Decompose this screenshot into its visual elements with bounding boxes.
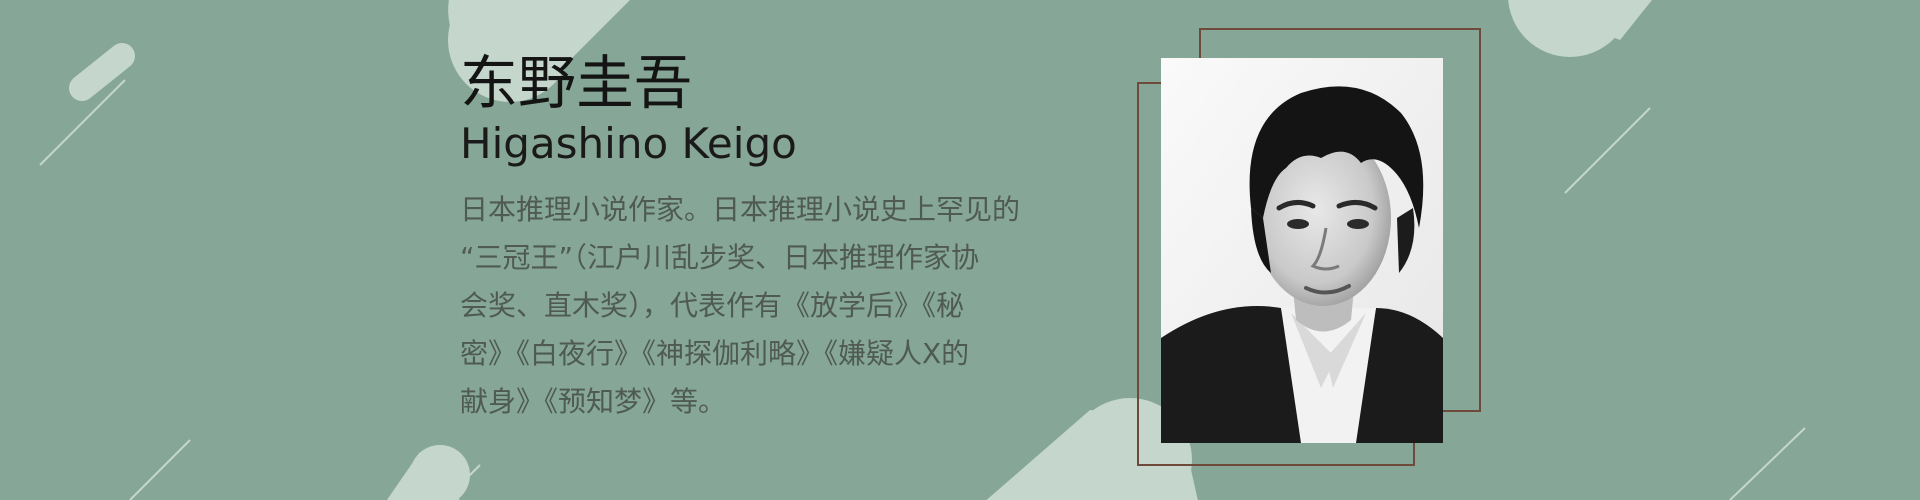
portrait-illustration [1161, 58, 1443, 443]
decorative-pill-small [69, 43, 135, 101]
bio-line: 密》《白夜行》《神探伽利略》《嫌疑人X的 [460, 337, 970, 371]
decorative-line [1729, 427, 1806, 500]
decorative-pill-bottom-left [386, 445, 470, 500]
bio-line: 日本推理小说作家。日本推理小说史上罕见的 [460, 193, 1021, 227]
author-name-chinese: 东野圭吾 [460, 49, 693, 117]
decorative-line [444, 464, 481, 500]
bio-line: “三冠王”（江户川乱步奖、日本推理作家协 [460, 241, 980, 275]
decorative-pill-bottom [986, 398, 1198, 500]
bio-line: 献身》《预知梦》等。 [460, 385, 727, 419]
author-name-english: Higashino Keigo [460, 118, 797, 168]
bio-line: 会奖、直木奖），代表作有《放学后》《秘 [460, 289, 965, 323]
decorative-line [129, 439, 191, 500]
author-biography: 日本推理小说作家。日本推理小说史上罕见的 “三冠王”（江户川乱步奖、日本推理作家… [460, 186, 1060, 426]
decorative-line [1564, 107, 1651, 194]
author-portrait [1161, 58, 1443, 443]
decorative-pill-top [448, 0, 630, 102]
author-info: 东野圭吾 Higashino Keigo 日本推理小说作家。日本推理小说史上罕见… [460, 49, 1070, 426]
decorative-pill-top-right [1508, 0, 1652, 57]
decorative-line [39, 79, 126, 166]
